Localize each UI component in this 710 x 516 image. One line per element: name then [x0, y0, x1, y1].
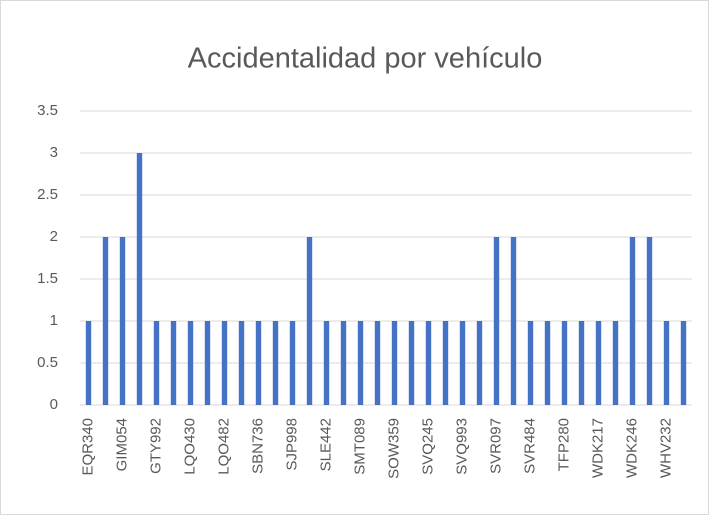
y-tick-label: 3 — [50, 144, 58, 161]
bar — [476, 321, 483, 405]
x-tick-label: SVR484 — [521, 418, 538, 474]
x-tick-label: SJP998 — [283, 418, 300, 471]
bar — [238, 321, 245, 405]
x-tick-label: SOW359 — [385, 418, 402, 479]
x-tick-label: SLE442 — [317, 418, 334, 471]
bar — [510, 237, 517, 405]
x-tick-label: SMT089 — [351, 418, 368, 475]
bar — [391, 321, 398, 405]
x-tick-label: WDK217 — [589, 418, 606, 478]
bar — [493, 237, 500, 405]
bar — [612, 321, 619, 405]
x-tick-label: GTY992 — [147, 418, 164, 474]
bar — [221, 321, 228, 405]
bar — [578, 321, 585, 405]
y-tick-label: 0.5 — [37, 354, 58, 371]
x-tick-label: TFP280 — [555, 418, 572, 471]
bar — [170, 321, 177, 405]
bar — [102, 237, 109, 405]
bar — [425, 321, 432, 405]
bar — [187, 321, 194, 405]
x-tick-label: SBN736 — [249, 418, 266, 474]
y-tick-label: 1.5 — [37, 270, 58, 287]
bar — [663, 321, 670, 405]
y-tick-label: 2.5 — [37, 186, 58, 203]
bar — [340, 321, 347, 405]
x-tick-label: GIM054 — [113, 418, 130, 471]
bar — [204, 321, 211, 405]
bar — [544, 321, 551, 405]
y-tick-label: 1 — [50, 312, 58, 329]
y-tick-label: 0 — [50, 396, 58, 413]
x-tick-label: SVQ993 — [453, 418, 470, 475]
bar — [357, 321, 364, 405]
bar — [153, 321, 160, 405]
x-tick-label: LQO430 — [181, 418, 198, 475]
bar — [527, 321, 534, 405]
bar — [561, 321, 568, 405]
bar — [119, 237, 126, 405]
bar — [85, 321, 92, 405]
bar — [629, 237, 636, 405]
bar — [255, 321, 262, 405]
bar — [323, 321, 330, 405]
chart-title: Accidentalidad por vehículo — [188, 43, 543, 75]
bar — [680, 321, 687, 405]
x-tick-label: WDK246 — [623, 418, 640, 478]
bar — [442, 321, 449, 405]
x-tick-label: WHV232 — [657, 418, 674, 478]
y-tick-label: 2 — [50, 228, 58, 245]
x-tick-label: SVR097 — [487, 418, 504, 474]
bar — [595, 321, 602, 405]
bar — [374, 321, 381, 405]
bar — [646, 237, 653, 405]
y-tick-label: 3.5 — [37, 102, 58, 119]
x-tick-label: LQO482 — [215, 418, 232, 475]
bar — [272, 321, 279, 405]
bar — [136, 153, 143, 405]
bar — [408, 321, 415, 405]
bar — [306, 237, 313, 405]
bar — [459, 321, 466, 405]
x-tick-label: SVQ245 — [419, 418, 436, 475]
bar — [289, 321, 296, 405]
x-tick-label: EQR340 — [79, 418, 96, 476]
